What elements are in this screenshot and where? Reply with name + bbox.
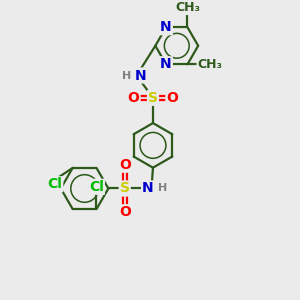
Text: N: N (134, 68, 146, 83)
Text: N: N (160, 20, 172, 34)
Text: O: O (128, 91, 140, 105)
Text: H: H (158, 184, 167, 194)
Text: N: N (160, 57, 172, 71)
Text: N: N (142, 182, 154, 196)
Text: S: S (148, 91, 158, 105)
Text: O: O (119, 205, 131, 219)
Text: O: O (167, 91, 178, 105)
Text: CH₃: CH₃ (198, 58, 223, 71)
Text: Cl: Cl (47, 177, 62, 191)
Text: Cl: Cl (89, 180, 104, 194)
Text: CH₃: CH₃ (175, 1, 200, 14)
Text: S: S (120, 182, 130, 196)
Text: O: O (119, 158, 131, 172)
Text: H: H (122, 70, 132, 80)
